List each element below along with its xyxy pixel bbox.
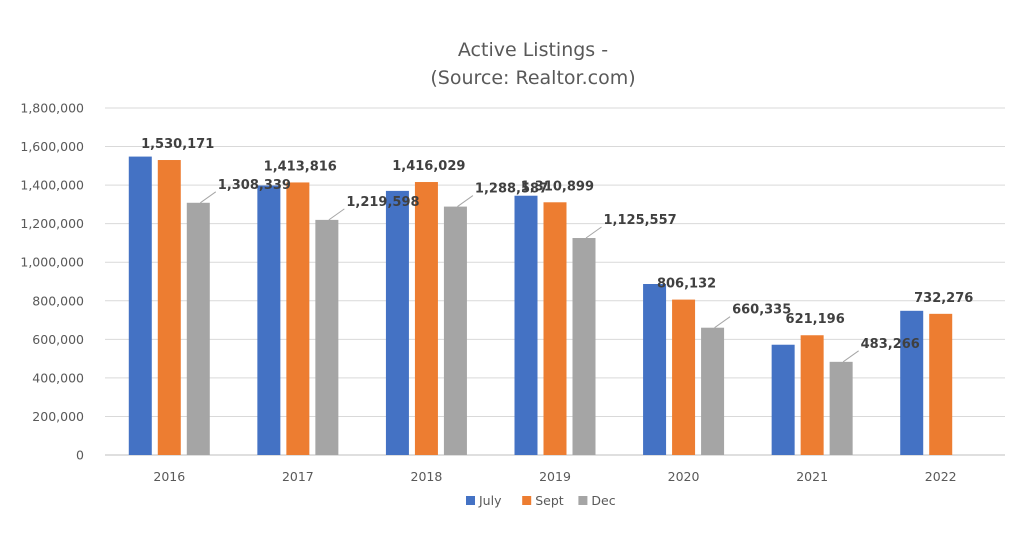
bar-july (771, 344, 795, 455)
y-tick-label: 200,000 (32, 409, 84, 424)
data-label: 1,125,557 (604, 213, 677, 228)
bar-sept (800, 335, 824, 455)
leader-line (457, 195, 474, 207)
leader-line (328, 208, 345, 221)
y-tick-label: 0 (76, 448, 84, 463)
x-tick-label: 2021 (796, 469, 828, 484)
y-tick-label: 1,200,000 (20, 216, 84, 231)
x-axis: 2016 2017 2018 2019 2020 2021 2022 (153, 469, 956, 484)
legend-label-dec: Dec (591, 493, 615, 508)
data-label: 621,196 (786, 312, 845, 327)
legend-label-july: July (478, 493, 502, 508)
x-tick-label: 2017 (282, 469, 314, 484)
data-label: 660,335 (732, 303, 791, 318)
bar-july (385, 190, 409, 455)
bar-sept (929, 313, 953, 455)
bar-sept (672, 299, 696, 455)
bar-dec (701, 327, 725, 455)
x-tick-label: 2022 (925, 469, 957, 484)
y-axis: 0 200,000 400,000 600,000 800,000 1,000,000 1,… (20, 101, 84, 463)
data-label: 1,219,598 (346, 195, 419, 210)
chart-title-line-1: Active Listings - (458, 39, 608, 61)
legend-label-sept: Sept (535, 493, 564, 508)
data-label: 806,132 (657, 277, 716, 292)
bars (128, 156, 953, 456)
leader-line (714, 316, 731, 329)
bar-july (514, 195, 538, 456)
y-tick-label: 1,800,000 (20, 101, 84, 116)
bar-dec (315, 219, 339, 455)
bar-dec (829, 361, 853, 455)
bar-sept (157, 160, 181, 455)
y-tick-label: 800,000 (32, 293, 84, 308)
data-label: 1,310,899 (521, 179, 594, 194)
bar-july (128, 156, 152, 455)
leader-line (199, 191, 217, 204)
data-labels: 1,530,171 1,308,339 1,413,816 1,219,598 1,41… (141, 137, 973, 352)
bar-dec (186, 202, 210, 455)
data-label: 1,288,587 (475, 182, 548, 197)
data-label: 1,416,029 (392, 159, 465, 174)
chart-title-line-2: (Source: Realtor.com) (430, 67, 635, 89)
x-tick-label: 2016 (153, 469, 185, 484)
leader-line (842, 350, 859, 363)
bar-july (257, 185, 281, 455)
data-label: 1,413,816 (264, 159, 337, 174)
bar-sept (286, 182, 310, 455)
bar-july (900, 310, 924, 455)
bar-sept (543, 202, 567, 455)
x-tick-label: 2018 (411, 469, 443, 484)
legend-swatch-dec (578, 496, 588, 505)
y-tick-label: 1,600,000 (20, 139, 84, 154)
legend-swatch-sept (522, 496, 532, 505)
legend-swatch-july (466, 496, 475, 505)
label-leader-lines (199, 191, 859, 363)
bar-sept (414, 182, 438, 456)
y-tick-label: 600,000 (32, 332, 84, 347)
leader-line (585, 226, 602, 239)
y-tick-label: 1,400,000 (20, 178, 84, 193)
data-label: 1,530,171 (141, 137, 214, 152)
bar-dec (443, 206, 467, 455)
x-tick-label: 2019 (539, 469, 571, 484)
y-tick-label: 400,000 (32, 370, 84, 385)
data-label: 732,276 (914, 291, 973, 306)
x-tick-label: 2020 (668, 469, 700, 484)
bar-july (643, 284, 667, 455)
bar-dec (572, 238, 596, 455)
legend: July Sept Dec (466, 493, 616, 508)
data-label: 1,308,339 (218, 178, 291, 193)
data-label: 483,266 (861, 337, 920, 352)
y-tick-label: 1,000,000 (20, 255, 84, 270)
